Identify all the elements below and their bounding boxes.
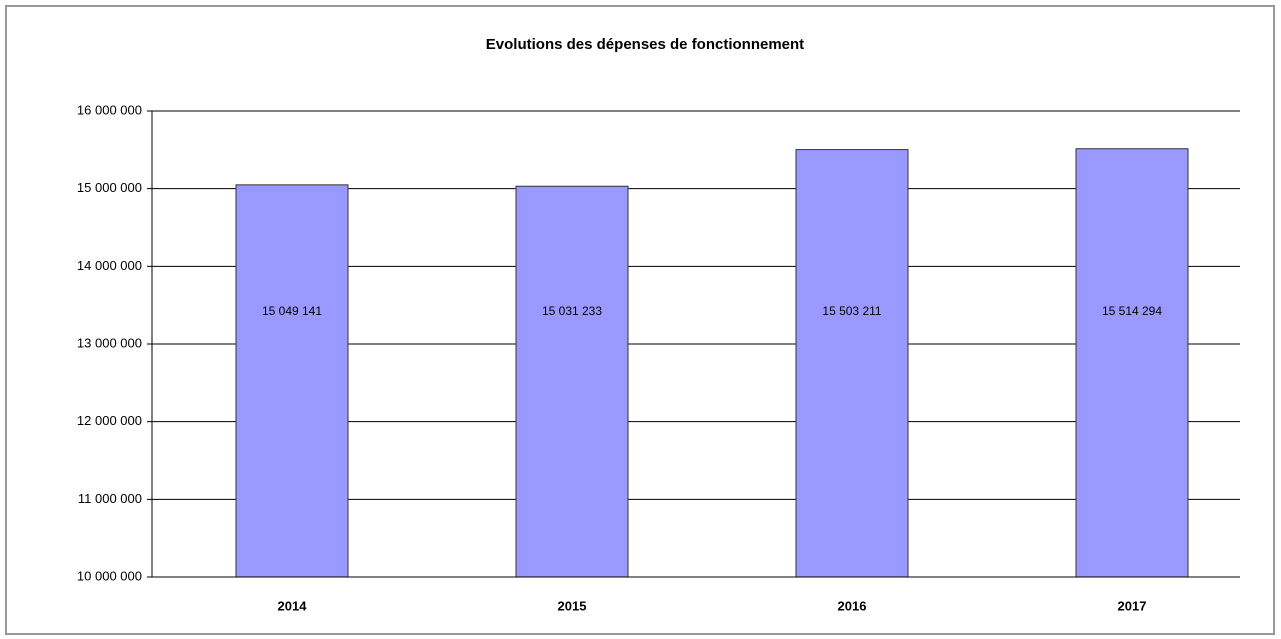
chart-title: Evolutions des dépenses de fonctionnemen… (486, 36, 804, 53)
bar (235, 184, 349, 578)
y-tick-label: 12 000 000 (77, 413, 142, 428)
data-label: 15 503 211 (822, 304, 881, 318)
y-tick-label: 10 000 000 (77, 568, 142, 583)
data-label: 15 049 141 (262, 304, 322, 318)
y-tick-label: 16 000 000 (77, 102, 142, 117)
x-tick-label: 2016 (838, 598, 867, 613)
data-label: 15 031 233 (542, 304, 602, 318)
x-tick-label: 2017 (1118, 598, 1147, 613)
bar (1075, 148, 1189, 578)
data-label: 15 514 294 (1102, 304, 1162, 318)
bar (795, 149, 909, 578)
x-tick-label: 2014 (278, 598, 308, 613)
y-tick-label: 14 000 000 (77, 258, 142, 273)
y-tick-label: 11 000 000 (78, 491, 142, 506)
x-tick-label: 2015 (558, 598, 587, 613)
y-tick-label: 13 000 000 (77, 335, 142, 350)
y-tick-label: 15 000 000 (77, 180, 142, 195)
bar (515, 185, 629, 578)
